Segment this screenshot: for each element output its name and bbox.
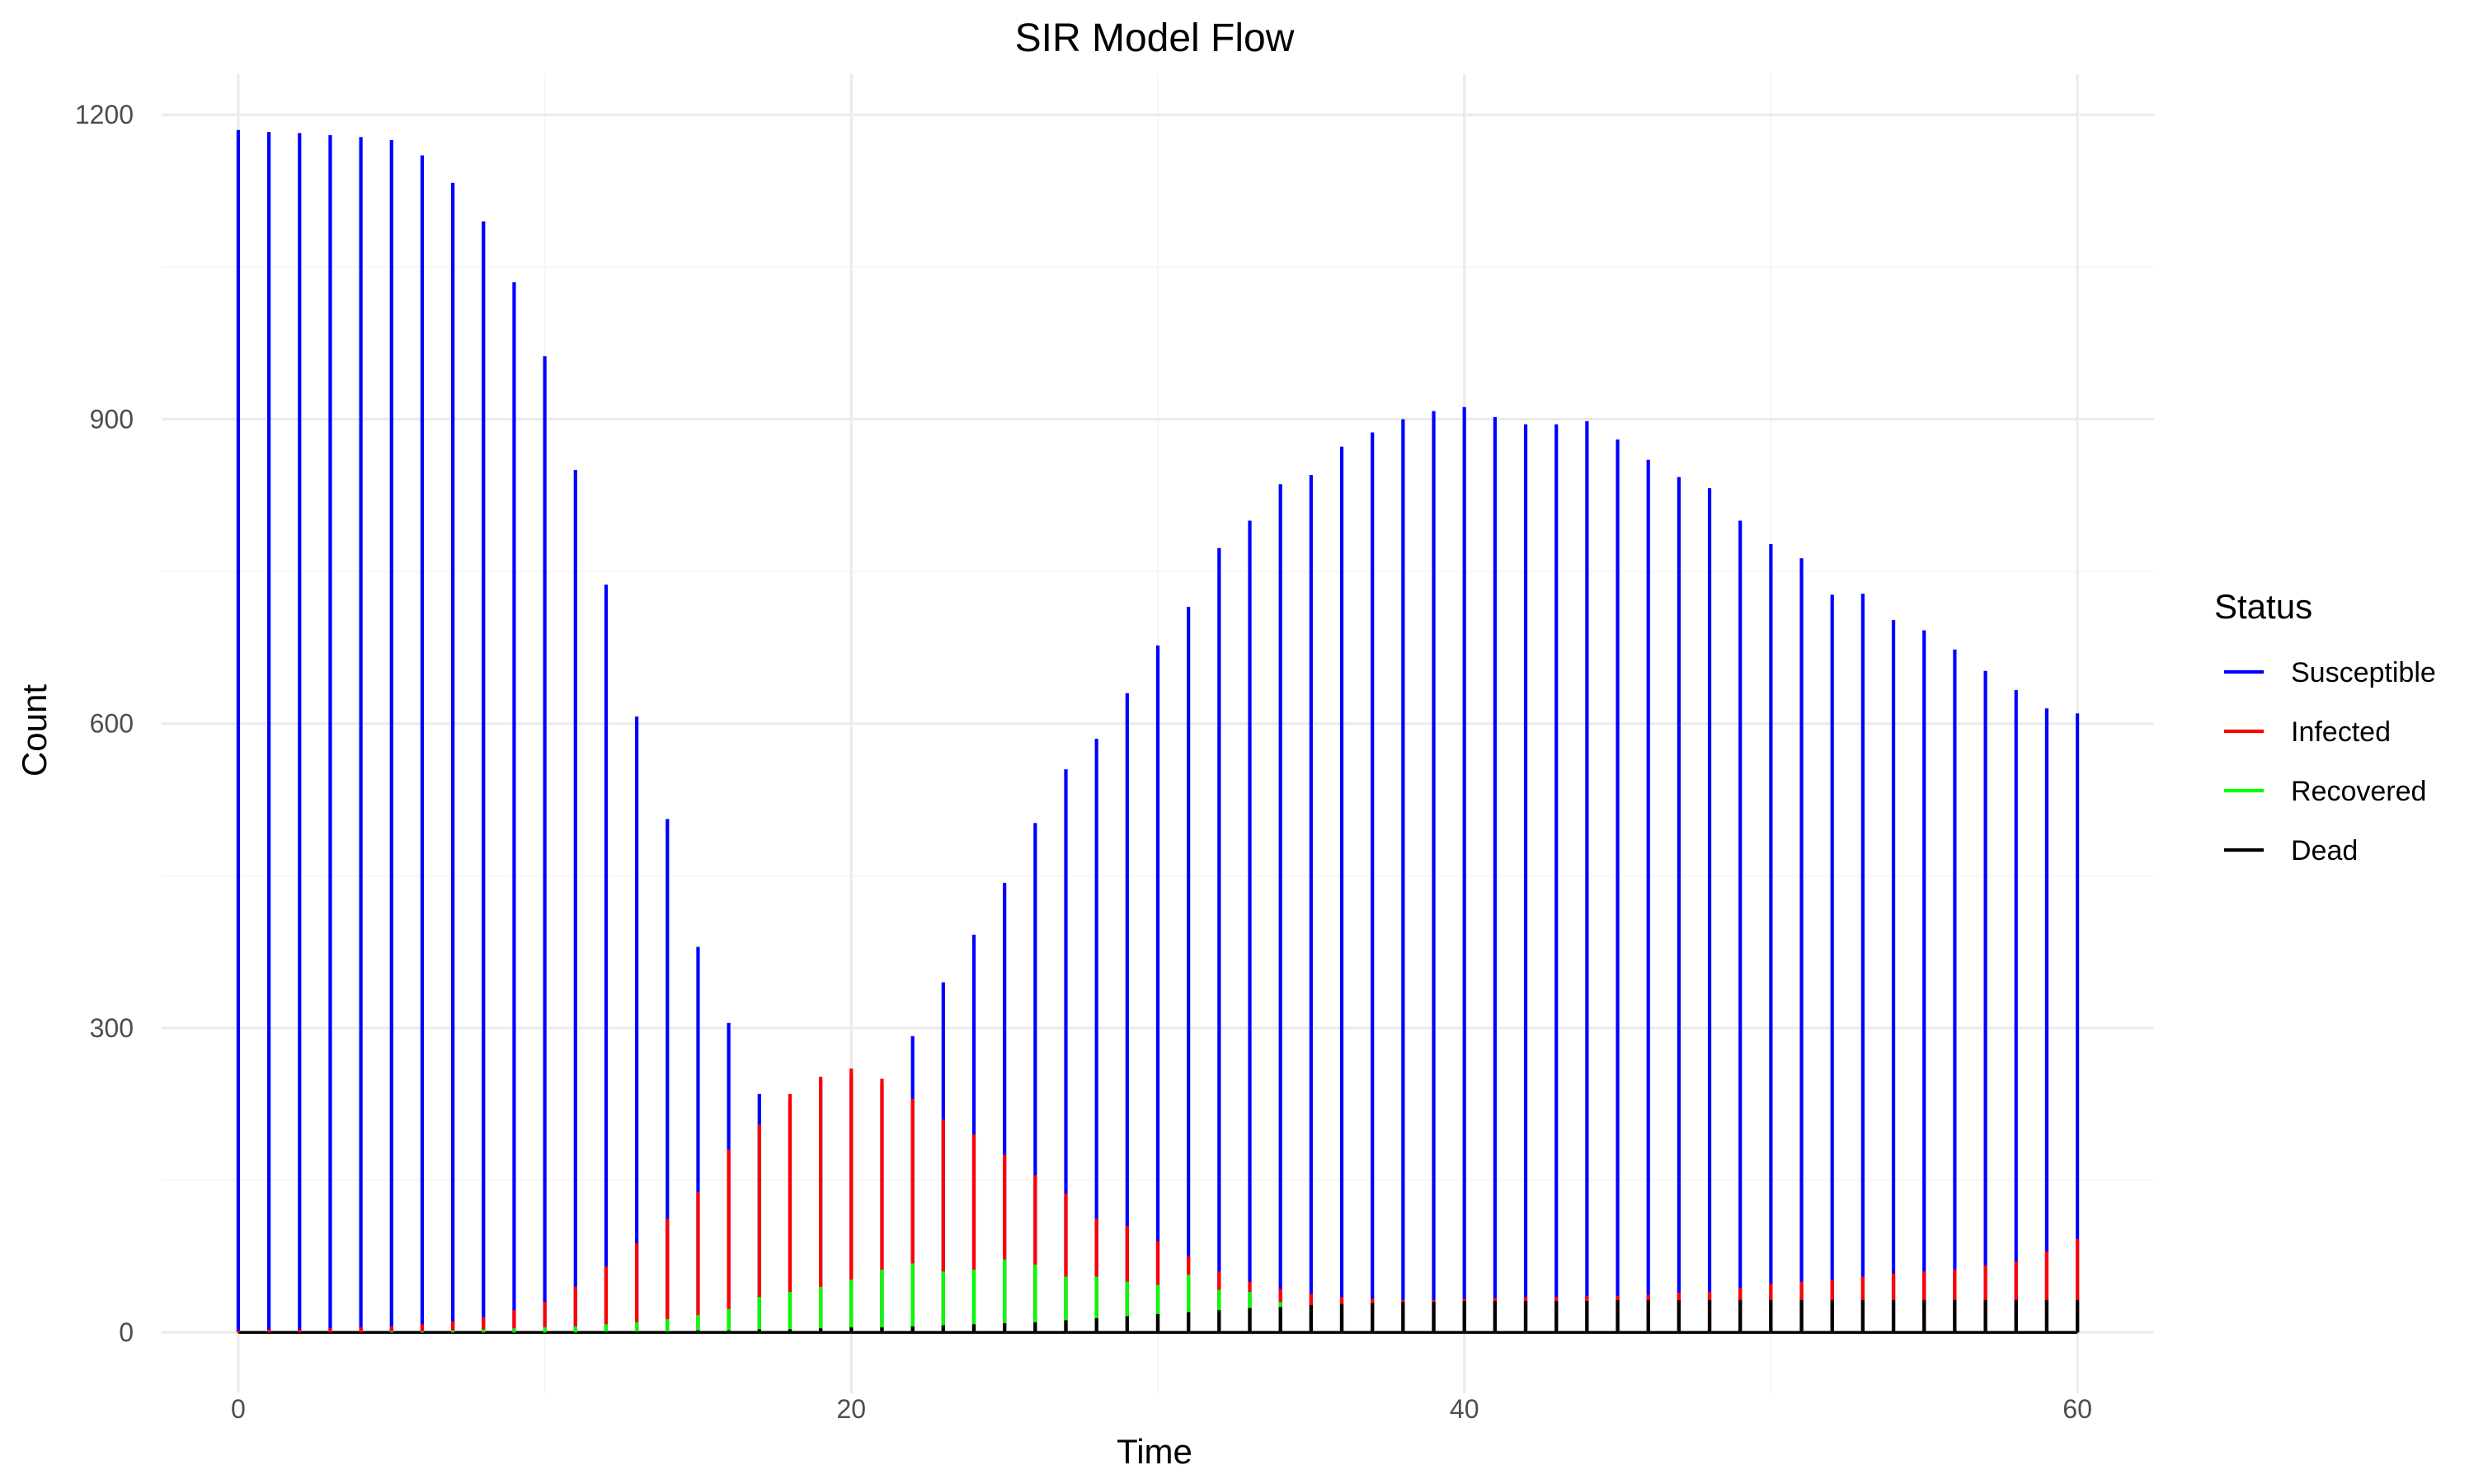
series-dead — [604, 1299, 2080, 1333]
y-tick-label: 1200 — [75, 100, 134, 129]
x-tick-label: 0 — [231, 1394, 246, 1424]
legend-label: Recovered — [2291, 776, 2426, 807]
x-tick-label: 60 — [2062, 1394, 2092, 1424]
x-axis-title: Time — [1117, 1432, 1192, 1471]
legend-item-infected: Infected — [2224, 716, 2391, 748]
legend-label: Dead — [2291, 835, 2358, 866]
series-layer — [236, 129, 2080, 1333]
y-axis-ticks: 0 300 600 900 1200 — [75, 100, 134, 1347]
x-tick-label: 20 — [837, 1394, 867, 1424]
legend-item-recovered: Recovered — [2224, 776, 2426, 807]
legend-label: Susceptible — [2291, 657, 2436, 688]
y-axis-title: Count — [15, 684, 54, 777]
y-tick-label: 600 — [90, 709, 134, 739]
legend-label: Infected — [2291, 716, 2391, 748]
y-tick-label: 900 — [90, 404, 134, 434]
legend: Status Susceptible Infected Recovered Dead — [2214, 587, 2436, 866]
legend-item-dead: Dead — [2224, 835, 2358, 866]
y-tick-label: 300 — [90, 1013, 134, 1043]
legend-items: Susceptible Infected Recovered Dead — [2224, 657, 2436, 866]
legend-item-susceptible: Susceptible — [2224, 657, 2436, 688]
x-tick-label: 40 — [1450, 1394, 1479, 1424]
y-tick-label: 0 — [119, 1317, 134, 1347]
x-axis-ticks: 0 20 40 60 — [231, 1394, 2092, 1424]
chart-title: SIR Model Flow — [1015, 16, 1295, 60]
legend-title: Status — [2214, 587, 2312, 626]
